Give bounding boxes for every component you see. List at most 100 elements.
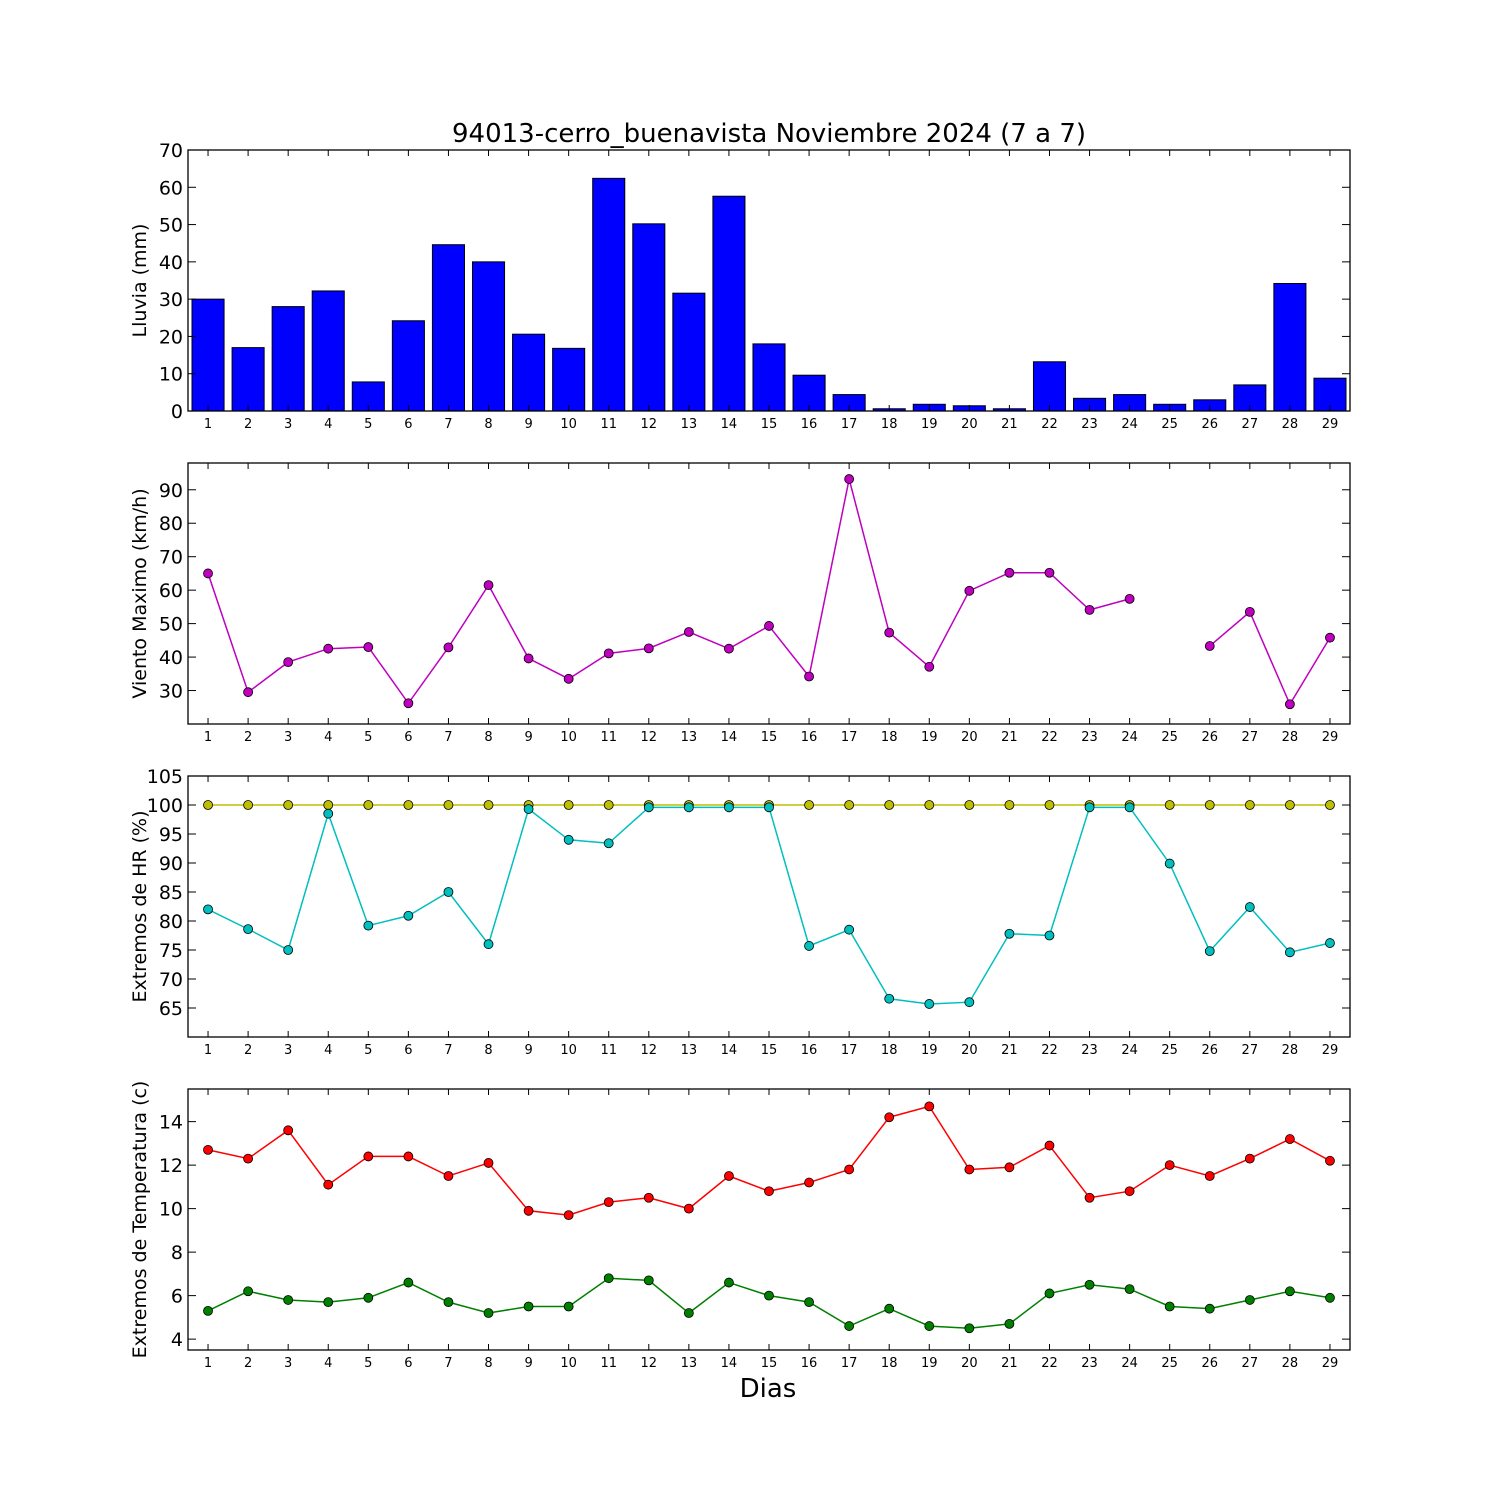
y-tick-label: 70 (159, 140, 183, 162)
series-0-point-day-7 (443, 642, 454, 653)
series-0-point-day-2 (243, 687, 254, 698)
x-tick-label: 11 (600, 417, 617, 432)
series-0-point-day-9 (523, 653, 534, 664)
series-0-point-day-15 (764, 621, 774, 631)
series-0-point-day-22 (1044, 800, 1055, 810)
series-1-point-day-4 (323, 1297, 334, 1308)
series-0-point-day-24 (1124, 593, 1135, 604)
x-tick-label: 8 (484, 1043, 492, 1058)
series-0-point-day-18 (884, 1112, 895, 1123)
x-tick-label: 15 (761, 1043, 778, 1058)
y-tick-label: 0 (171, 401, 183, 423)
x-tick-label: 28 (1282, 1043, 1299, 1058)
y-tick-label: 10 (159, 1199, 183, 1221)
series-0-point-day-23 (1084, 1192, 1095, 1203)
series-1-point-day-15 (764, 802, 774, 813)
series-1-point-day-18 (884, 993, 895, 1004)
series-0-point-day-26 (1204, 800, 1215, 810)
series-1-point-day-1 (203, 904, 213, 915)
x-tick-label: 11 (600, 1043, 617, 1058)
x-tick-label: 12 (641, 730, 658, 745)
series-1-point-day-11 (603, 838, 614, 849)
x-tick-label: 18 (881, 1356, 898, 1371)
axes-frame (187, 775, 1351, 1038)
x-tick-label: 24 (1121, 1043, 1138, 1058)
series-1-point-day-8 (483, 1308, 494, 1318)
x-tick-label: 7 (444, 1356, 452, 1371)
x-tick-label: 12 (641, 417, 658, 432)
x-tick-label: 2 (244, 1356, 252, 1371)
series-0-point-day-27 (1244, 607, 1255, 617)
series-1-point-day-26 (1204, 1303, 1215, 1314)
y-tick-label: 14 (159, 1112, 183, 1134)
series-0-point-day-7 (443, 800, 454, 810)
x-tick-label: 25 (1161, 417, 1178, 432)
series-0-point-day-3 (283, 800, 294, 810)
x-tick-label: 22 (1041, 417, 1058, 432)
x-tick-label: 1 (204, 1356, 212, 1371)
series-0-line-segment-0 (207, 478, 1130, 705)
x-tick-label: 18 (881, 417, 898, 432)
series-0-point-day-16 (804, 671, 814, 682)
series-0-point-day-13 (683, 627, 694, 637)
y-tick-label: 20 (159, 326, 183, 348)
x-tick-label: 12 (641, 1043, 658, 1058)
x-tick-label: 9 (524, 1356, 532, 1371)
x-tick-label: 1 (204, 1043, 212, 1058)
series-0-point-day-21 (1004, 567, 1015, 578)
x-tick-label: 1 (204, 417, 212, 432)
x-tick-label: 16 (801, 1356, 818, 1371)
series-1-point-day-6 (403, 1277, 414, 1288)
y-tick-label: 70 (159, 969, 183, 991)
series-1-point-day-22 (1044, 1288, 1055, 1299)
series-0-point-day-18 (884, 627, 895, 638)
x-tick-label: 25 (1161, 1356, 1178, 1371)
x-tick-label: 19 (921, 1043, 938, 1058)
series-0-point-day-16 (804, 1177, 814, 1188)
x-tick-label: 11 (600, 730, 617, 745)
x-tick-label: 8 (484, 730, 492, 745)
x-tick-label: 24 (1121, 417, 1138, 432)
rain-bar-day-4 (311, 290, 345, 412)
x-tick-label: 20 (961, 730, 978, 745)
x-tick-label: 10 (560, 730, 577, 745)
x-tick-label: 14 (721, 417, 738, 432)
x-tick-label: 17 (841, 730, 858, 745)
series-0-point-day-11 (603, 648, 614, 659)
series-0-point-day-14 (724, 1171, 734, 1181)
x-tick-label: 23 (1081, 1043, 1098, 1058)
rain-bar-day-15 (752, 343, 786, 412)
y-tick-label: 65 (159, 998, 183, 1020)
rain-bar-day-11 (592, 177, 626, 412)
series-1-point-day-17 (844, 1321, 855, 1331)
series-1-point-day-4 (323, 808, 334, 819)
x-tick-label: 27 (1242, 730, 1259, 745)
series-1-point-day-10 (563, 1301, 574, 1312)
x-tick-label: 6 (404, 417, 412, 432)
x-tick-label: 25 (1161, 730, 1178, 745)
x-tick-label: 17 (841, 1356, 858, 1371)
x-tick-label: 9 (524, 417, 532, 432)
series-1-point-day-7 (443, 1297, 454, 1308)
series-0-point-day-20 (964, 1164, 975, 1175)
series-1-point-day-5 (363, 920, 374, 931)
series-1-point-day-10 (563, 834, 574, 845)
series-0-point-day-20 (964, 800, 975, 810)
series-1-point-day-27 (1244, 1295, 1255, 1305)
rain-bar-day-3 (271, 306, 305, 412)
x-tick-label: 5 (364, 1043, 372, 1058)
rain-bar-day-2 (231, 347, 265, 412)
y-tick-label: 75 (159, 940, 183, 962)
rain-bar-day-8 (471, 261, 506, 412)
y-tick-label: 10 (159, 364, 183, 386)
x-tick-label: 27 (1242, 417, 1259, 432)
series-0-point-day-18 (884, 800, 895, 810)
series-1-point-day-27 (1244, 902, 1255, 912)
x-tick-label: 4 (324, 417, 332, 432)
series-0-point-day-19 (924, 661, 935, 672)
series-1-point-day-24 (1124, 802, 1135, 813)
x-tick-label: 4 (324, 1356, 332, 1371)
x-tick-label: 21 (1001, 1356, 1018, 1371)
